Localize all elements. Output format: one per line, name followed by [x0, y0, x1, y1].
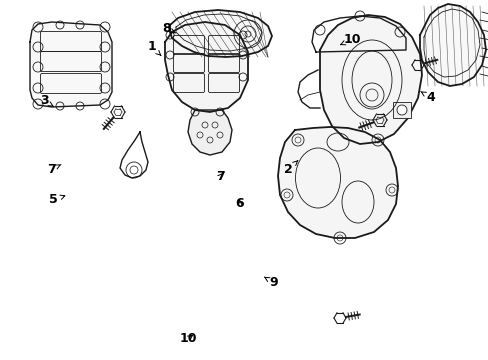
Text: 4: 4 [420, 91, 434, 104]
Polygon shape [164, 22, 247, 112]
Text: 2: 2 [284, 161, 297, 176]
Text: 6: 6 [235, 197, 244, 210]
Polygon shape [319, 15, 421, 144]
Text: 10: 10 [340, 33, 360, 46]
Text: 7: 7 [215, 170, 224, 183]
Bar [392, 102, 410, 118]
Text: 7: 7 [47, 163, 61, 176]
Polygon shape [30, 22, 112, 107]
Text: 10: 10 [179, 332, 197, 345]
Polygon shape [187, 110, 231, 155]
Circle shape [396, 105, 406, 115]
Polygon shape [419, 4, 485, 86]
Polygon shape [278, 127, 397, 238]
Polygon shape [170, 10, 271, 57]
Text: 3: 3 [40, 94, 53, 107]
Text: 9: 9 [264, 276, 278, 289]
Text: 1: 1 [147, 40, 161, 55]
Text: 5: 5 [49, 193, 65, 206]
Text: 8: 8 [162, 22, 176, 35]
